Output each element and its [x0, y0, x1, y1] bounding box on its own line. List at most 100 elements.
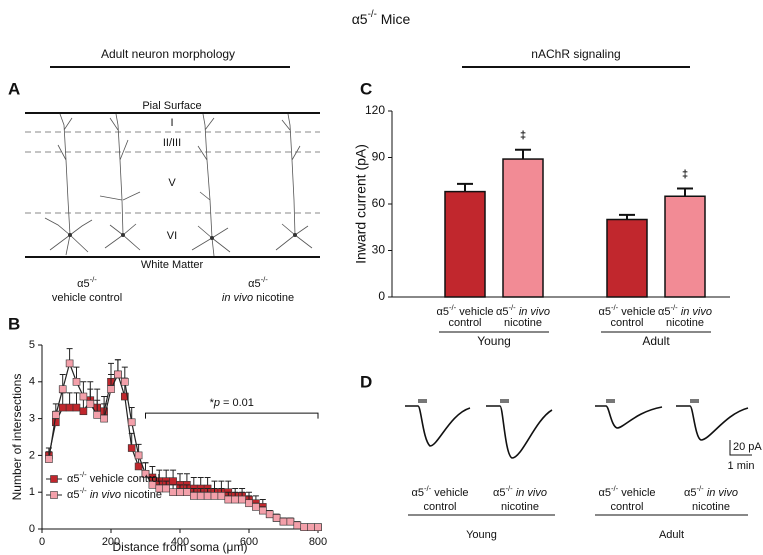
trace-label-part: -/-	[696, 484, 704, 493]
figure-title-part: α5	[352, 11, 368, 27]
group-caption-part: α5	[248, 278, 260, 290]
data-point	[127, 418, 136, 427]
data-point	[279, 517, 288, 526]
layer-label: I	[170, 117, 173, 129]
data-point	[162, 484, 170, 493]
trace-label-part: α5	[598, 487, 610, 499]
legend-label: α5-/- in vivo nicotine	[67, 486, 162, 501]
trace-label: control	[423, 501, 456, 513]
data-point	[86, 400, 95, 408]
trace-label: α5-/- in vivo	[493, 484, 547, 499]
data-point	[286, 517, 295, 526]
data-point	[210, 492, 219, 500]
data-point	[114, 370, 122, 379]
data-point	[65, 403, 74, 412]
cortex-diagram	[25, 112, 320, 258]
trace-label: α5-/- vehicle	[411, 484, 468, 499]
bar	[502, 158, 544, 298]
x-tick-label: 600	[240, 536, 258, 548]
group-label: Young	[466, 529, 497, 541]
data-point	[51, 418, 60, 427]
annotation-part: *	[210, 397, 215, 409]
x-tick-label-part: α5	[496, 306, 508, 318]
panel-letter: D	[360, 372, 372, 391]
data-point	[58, 403, 67, 412]
x-tick-label: control	[610, 317, 643, 329]
x-tick-label: 400	[171, 536, 189, 548]
x-tick-label: α5-/- in vivo	[658, 303, 712, 318]
data-point	[252, 503, 260, 511]
figure-title: α5-/- Mice	[352, 9, 411, 27]
group-caption-part: vehicle control	[52, 292, 122, 304]
legend-label-part: α5	[67, 489, 79, 501]
trace-label-part: in vivo	[707, 487, 738, 499]
bar	[664, 195, 706, 298]
significance-bracket	[145, 412, 319, 419]
trace-label: nicotine	[501, 501, 539, 513]
layer-label: VI	[167, 230, 177, 242]
group-caption: in vivo nicotine	[222, 292, 294, 304]
error-bar	[515, 148, 531, 160]
x-tick-label-part: vehicle	[456, 306, 493, 318]
section-title: Adult neuron morphology	[101, 47, 235, 61]
data-point	[72, 377, 81, 386]
data-point	[127, 444, 136, 452]
x-tick-label-part: -/-	[670, 303, 678, 312]
bar	[444, 190, 486, 298]
y-tick-label: 4	[29, 376, 35, 388]
data-point	[72, 403, 81, 412]
y-tick-label: 3	[29, 413, 35, 425]
error-bar	[619, 213, 635, 220]
layer-label: V	[168, 177, 176, 189]
layer-label: II/III	[163, 137, 181, 149]
trace-label-part: -/-	[424, 484, 432, 493]
trace-label-part: α5	[411, 487, 423, 499]
x-tick-label-part: α5	[658, 306, 670, 318]
trace-label-part: α5	[493, 487, 505, 499]
x-tick-label: nicotine	[504, 317, 542, 329]
group-caption-part: nicotine	[253, 292, 294, 304]
trace-label: nicotine	[692, 501, 730, 513]
series-line	[48, 361, 318, 528]
layer-label: White Matter	[141, 259, 204, 271]
legend-label-part: -/-	[79, 470, 87, 479]
x-tick-label: control	[448, 317, 481, 329]
annotation: *p = 0.01	[210, 397, 254, 409]
x-tick-label-part: in vivo	[681, 306, 712, 318]
legend-swatch	[50, 491, 58, 499]
x-tick-label: α5-/- vehicle	[436, 303, 493, 318]
trace-label-part: nicotine	[692, 501, 730, 513]
x-axis-title: Distance from soma (μm)	[113, 540, 248, 554]
x-tick-label-part: in vivo	[519, 306, 550, 318]
data-point	[169, 477, 177, 485]
y-tick-label: 60	[372, 196, 386, 210]
annotation-part: = 0.01	[220, 397, 254, 409]
x-tick-label-part: -/-	[508, 303, 516, 312]
trace-label-part: -/-	[505, 484, 513, 493]
trace-label-part: control	[610, 501, 643, 513]
data-point	[65, 359, 74, 368]
x-tick-label-part: control	[610, 317, 643, 329]
y-tick-label: 120	[365, 103, 385, 117]
trace-label: α5-/- vehicle	[598, 484, 655, 499]
panel-letter: A	[8, 79, 20, 98]
group-label: Adult	[659, 529, 684, 541]
current-traces	[405, 399, 752, 459]
data-point	[183, 488, 191, 497]
legend-label-part: -/-	[79, 486, 87, 495]
group-caption: vehicle control	[52, 292, 122, 304]
x-tick-label: 800	[309, 536, 327, 548]
data-point	[79, 407, 88, 416]
x-tick-label-part: -/-	[611, 303, 619, 312]
bar	[606, 218, 648, 298]
data-point	[58, 385, 67, 393]
trace-label-part: control	[423, 501, 456, 513]
figure-title-part: Mice	[377, 11, 411, 27]
trace-label-part: vehicle	[618, 487, 655, 499]
error-bar	[457, 182, 473, 192]
data-point	[314, 523, 322, 531]
panel-letter: C	[360, 79, 372, 98]
layer-label: Pial Surface	[142, 100, 201, 112]
y-tick-label: 1	[29, 486, 35, 498]
